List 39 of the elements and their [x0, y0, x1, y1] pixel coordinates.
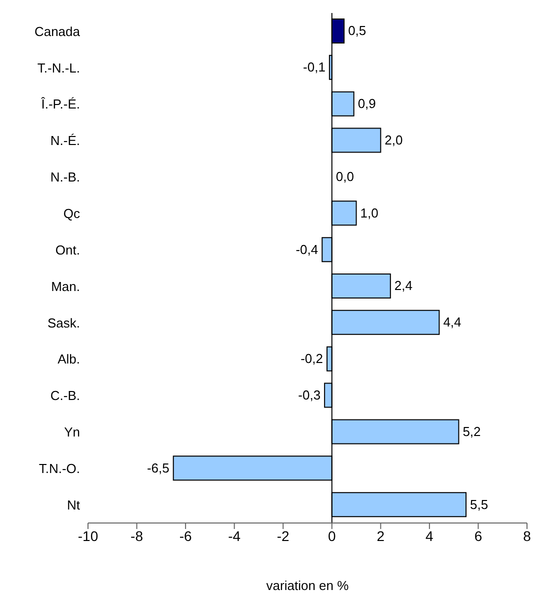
y-tick-label: T.N.-O.	[38, 460, 80, 476]
data-label: 0,0	[336, 168, 354, 184]
y-tick-label: T.-N.-L.	[37, 60, 80, 76]
x-tick-label: -2	[276, 528, 290, 544]
data-label: 5,2	[462, 424, 481, 439]
x-tick-label: -10	[78, 528, 98, 544]
data-label: 0,5	[348, 23, 366, 38]
y-tick-label: N.-B.	[50, 170, 80, 185]
x-tick-label: -6	[179, 528, 192, 544]
y-tick-label: Î.-P.-É.	[40, 96, 80, 112]
y-tick-label: Alb.	[58, 352, 80, 367]
data-label: -0,4	[296, 242, 318, 257]
data-label: -0,2	[300, 351, 324, 366]
y-tick-label: Canada	[34, 24, 81, 39]
data-label: -6,5	[146, 460, 170, 476]
data-label: -0,1	[303, 60, 326, 75]
data-label: 2,4	[394, 278, 412, 294]
x-axis-title: variation en %	[266, 578, 350, 594]
data-label: 4,4	[443, 314, 462, 330]
data-label: 2,0	[384, 132, 403, 148]
y-tick-label: Nt	[67, 497, 80, 512]
x-tick-label: -8	[130, 528, 144, 544]
data-label: 5,5	[470, 496, 488, 512]
y-tick-label: Sask.	[47, 315, 80, 330]
y-tick-label: C.-B.	[50, 388, 80, 404]
y-tick-label: Man.	[51, 278, 80, 294]
x-tick-label: 0	[328, 528, 336, 544]
x-tick-label: -4	[228, 528, 241, 544]
y-tick-label: Yn	[64, 424, 80, 440]
x-tick-label: 6	[474, 528, 482, 544]
y-tick-label: N.-É.	[50, 133, 80, 148]
x-tick-label: 4	[426, 528, 434, 544]
data-label: 0,9	[358, 96, 376, 112]
data-label: 1,0	[360, 205, 378, 220]
y-tick-label: Qc	[63, 206, 80, 221]
y-tick-label: Ont.	[55, 242, 80, 258]
x-tick-label: 2	[376, 528, 385, 544]
x-tick-label: 8	[523, 528, 532, 544]
data-label: -0,3	[298, 388, 321, 402]
